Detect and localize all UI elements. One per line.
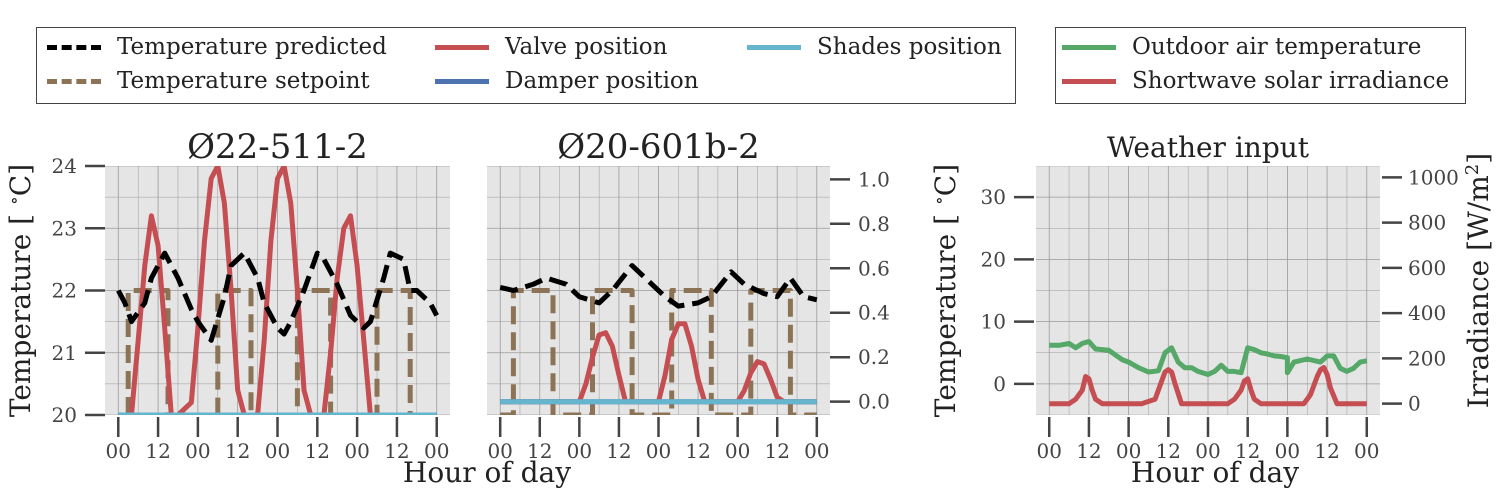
legend-swatch-outdoor-air-temperature xyxy=(1062,44,1116,50)
series-line-temperature-predicted xyxy=(116,250,439,343)
x-tick-label: 00 xyxy=(1354,439,1379,463)
x-tick-label: 12 xyxy=(606,439,631,463)
y-tick-label-right: 600 xyxy=(1408,256,1446,280)
legend-item-damper-position: Damper position xyxy=(435,66,699,96)
y-tick-label-left: 0 xyxy=(993,372,1006,396)
x-tick-label: 12 xyxy=(527,439,552,463)
y-tick-label-left: 23 xyxy=(52,216,77,240)
x-tick-label: 12 xyxy=(1076,439,1101,463)
y-tick-label-right: 0.6 xyxy=(858,256,890,280)
series-line-valve-position xyxy=(129,166,377,415)
legend-label-temperature-setpoint: Temperature setpoint xyxy=(117,68,370,94)
legend-label-shades-position: Shades position xyxy=(817,34,1002,60)
legend-weather: Outdoor air temperature Shortwave solar … xyxy=(1055,27,1466,104)
y-tick-label-right: 0.4 xyxy=(858,301,890,325)
legend-label-shortwave-solar-irradiance: Shortwave solar irradiance xyxy=(1132,68,1450,94)
x-tick-label: 00 xyxy=(725,439,750,463)
series-line-temperature-setpoint xyxy=(500,288,817,415)
y-tick-label-left: 20 xyxy=(981,247,1006,271)
x-tick-label: 00 xyxy=(1116,439,1141,463)
series-group xyxy=(499,263,818,415)
legend-main: Temperature predicted Temperature setpoi… xyxy=(36,27,1016,104)
panel-title: Weather input xyxy=(1107,131,1310,164)
y-tick-label-left: 20 xyxy=(52,403,77,427)
x-tick-label: 00 xyxy=(424,439,449,463)
y-axis-label-left: Temperature [ ∘C] xyxy=(4,164,38,417)
y-tick-label-left: 24 xyxy=(52,154,77,178)
panel-title: Ø20-601b-2 xyxy=(557,127,759,167)
legend-label-damper-position: Damper position xyxy=(505,68,699,94)
x-tick-label: 12 xyxy=(765,439,790,463)
y-tick-label-right: 0 xyxy=(1408,392,1421,416)
legend-label-temperature-predicted: Temperature predicted xyxy=(117,34,387,60)
legend-swatch-temperature-setpoint xyxy=(47,78,101,84)
x-tick-label: 00 xyxy=(487,439,512,463)
y-tick-label-right: 0.0 xyxy=(858,390,890,414)
grid xyxy=(1036,166,1380,415)
y-tick-label-right: 0.8 xyxy=(858,212,890,236)
panel-title: Ø22-511-2 xyxy=(187,127,368,167)
x-tick-label: 00 xyxy=(1275,439,1300,463)
panel-room-2: 00 12 00 12 00 12 00 12 00 0.0 0.2 0.4 0.6 0.8 1.0 Ø20-… xyxy=(487,127,890,463)
series-group xyxy=(1049,339,1368,407)
legend-item-valve-position: Valve position xyxy=(435,32,667,62)
legend-item-outdoor-air-temperature: Outdoor air temperature xyxy=(1062,32,1421,62)
x-tick-label: 00 xyxy=(1037,439,1062,463)
x-tick-label: 12 xyxy=(1156,439,1181,463)
y-tick-label-right: 200 xyxy=(1408,346,1446,370)
legend-item-temperature-setpoint: Temperature setpoint xyxy=(47,66,370,96)
x-tick-label: 00 xyxy=(567,439,592,463)
x-tick-label: 00 xyxy=(185,439,210,463)
y-tick-label-left: 22 xyxy=(52,279,77,303)
weather-x-axis-label: Hour of day xyxy=(1131,456,1299,489)
legend-label-outdoor-air-temperature: Outdoor air temperature xyxy=(1132,34,1422,60)
legend-item-shades-position: Shades position xyxy=(747,32,1002,62)
series-line-temperature-setpoint xyxy=(125,288,437,415)
legend-swatch-temperature-predicted xyxy=(47,44,101,50)
y-tick-label-right: 1.0 xyxy=(858,167,890,191)
y-tick-label-left: 30 xyxy=(981,185,1006,209)
x-tick-label: 00 xyxy=(1195,439,1220,463)
y-tick-label-right: 1000 xyxy=(1408,165,1459,189)
x-tick-label: 00 xyxy=(106,439,131,463)
y-axis-label-left: Temperature [ ∘C] xyxy=(929,164,963,417)
y-tick-label-right: 800 xyxy=(1408,211,1446,235)
x-tick-label: 12 xyxy=(1314,439,1339,463)
legend-swatch-valve-position xyxy=(435,44,489,50)
y-tick-label-left: 21 xyxy=(52,341,77,365)
legend-swatch-damper-position xyxy=(435,78,489,84)
x-tick-label: 00 xyxy=(344,439,369,463)
x-tick-label: 12 xyxy=(685,439,710,463)
series-line-outdoor-air-temperature xyxy=(1049,339,1368,377)
panel-room-1: 00 12 00 12 00 12 00 12 00 20 21 22 23 24 Ø22-511-2 Tem… xyxy=(4,127,450,463)
series-line-temperature-predicted xyxy=(499,263,818,309)
legend-swatch-shortwave-solar-irradiance xyxy=(1062,78,1116,84)
legend-swatch-shades-position xyxy=(747,44,801,50)
series-line-valve-position xyxy=(500,321,817,405)
y-tick-label-right: 400 xyxy=(1408,301,1446,325)
legend-item-shortwave-solar-irradiance: Shortwave solar irradiance xyxy=(1062,66,1449,96)
panel-weather: 00 12 00 12 00 12 00 12 000102030020040060080010… xyxy=(929,131,1496,463)
x-tick-label: 12 xyxy=(225,439,250,463)
x-tick-label: 12 xyxy=(384,439,409,463)
x-tick-label: 00 xyxy=(804,439,829,463)
series-line-shortwave-solar-irradiance xyxy=(1049,365,1367,407)
x-tick-label: 00 xyxy=(646,439,671,463)
x-tick-label: 12 xyxy=(145,439,170,463)
shared-x-axis-label: Hour of day xyxy=(403,456,571,489)
x-tick-label: 00 xyxy=(265,439,290,463)
series-group xyxy=(116,166,439,415)
legend-label-valve-position: Valve position xyxy=(505,34,668,60)
legend-item-temperature-predicted: Temperature predicted xyxy=(47,32,387,62)
x-tick-label: 12 xyxy=(1235,439,1260,463)
y-axis-label-right: Irradiance [W/m2] xyxy=(1462,153,1496,408)
y-tick-label-left: 10 xyxy=(981,310,1006,334)
y-tick-label-right: 0.2 xyxy=(858,345,890,369)
x-tick-label: 12 xyxy=(305,439,330,463)
